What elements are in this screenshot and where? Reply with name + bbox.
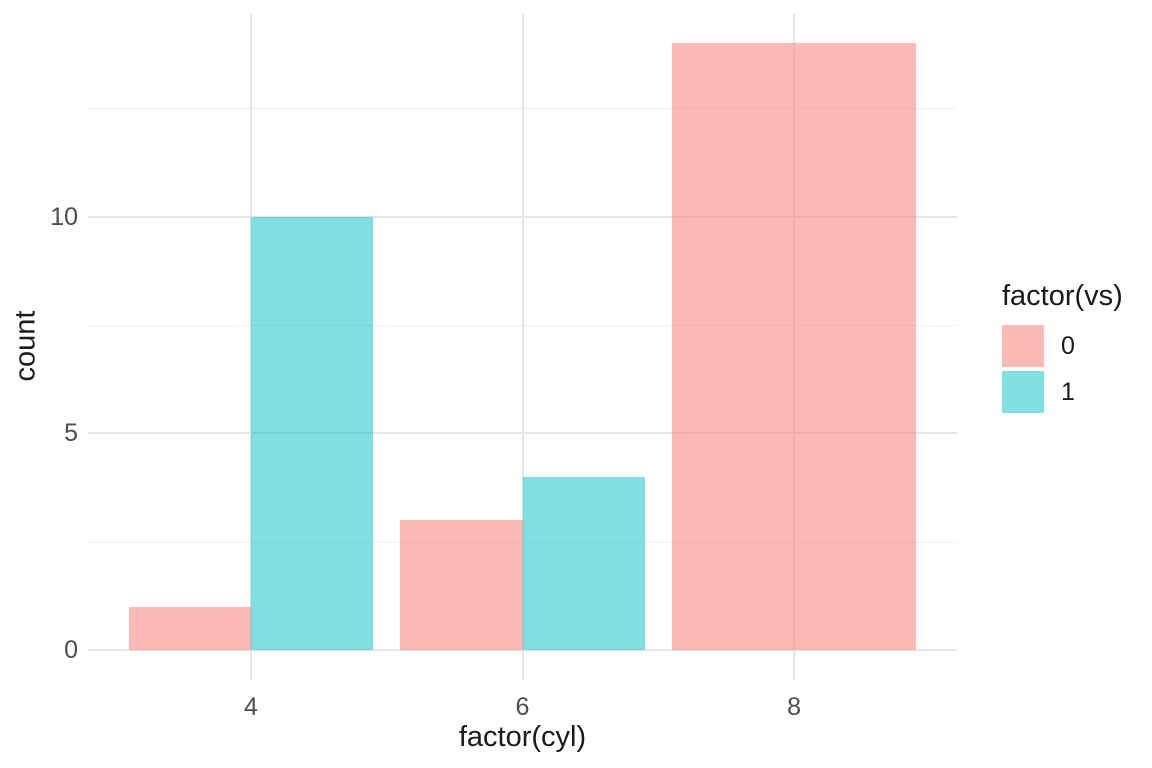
bar-cyl8-vs0: [671, 43, 917, 650]
legend-title: factor(vs): [1002, 280, 1123, 312]
x-tick-label: 8: [787, 693, 802, 721]
bar-cyl4-vs0: [128, 606, 251, 650]
legend-label: 0: [1061, 331, 1075, 360]
y-axis-title: count: [9, 310, 42, 382]
legend-label: 1: [1061, 377, 1075, 406]
legend-swatch-0: [1002, 325, 1044, 367]
bar-cyl6-vs1: [522, 476, 645, 650]
x-axis-title: factor(cyl): [458, 721, 587, 753]
gridline-major-vertical: [521, 13, 524, 680]
bar-cyl4-vs1: [250, 216, 374, 650]
x-tick-label: 4: [243, 693, 258, 721]
y-tick-label: 0: [64, 636, 78, 664]
legend-item-0: 0: [1002, 325, 1123, 367]
y-tick-label: 5: [64, 419, 78, 448]
legend-item-1: 1: [1002, 371, 1123, 413]
legend-swatch-1: [1002, 371, 1044, 413]
y-tick-label: 10: [50, 202, 78, 231]
bar-cyl6-vs0: [400, 520, 523, 650]
plot-panel: [88, 13, 957, 680]
x-tick-label: 6: [515, 693, 530, 721]
